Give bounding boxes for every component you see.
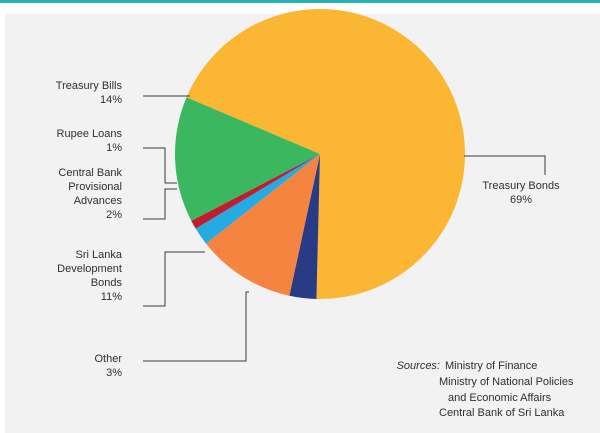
source-line: and Economic Affairs	[448, 392, 552, 404]
source-line: Central Bank of Sri Lanka	[439, 407, 565, 419]
slice-name-label: Treasury Bills	[56, 80, 123, 92]
leader-line-other	[143, 291, 249, 362]
sources-prefix: Sources:	[397, 360, 440, 372]
slice-value-label: 1%	[106, 142, 122, 154]
slice-label-treasury-bonds: Treasury Bonds 69%	[482, 180, 560, 206]
slice-value-label: 11%	[101, 291, 122, 303]
slice-name-label: Bonds	[91, 277, 123, 289]
source-line: Ministry of National Policies	[439, 376, 574, 388]
leader-lines	[143, 95, 546, 362]
slice-name-label: Treasury Bonds	[482, 180, 560, 192]
pie-slice-rupee-loans	[191, 154, 320, 229]
pie-slice-sri-lanka-development-bonds	[206, 154, 320, 296]
slice-label-sri-lanka-development-bonds: Sri Lanka Development Bonds 11%	[57, 249, 123, 303]
source-line: Ministry of Finance	[445, 360, 537, 372]
pie-slice-central-bank-provisional-advances	[195, 154, 320, 244]
slice-label-central-bank-provisional-advances: Central Bank Provisional Advances 2%	[58, 167, 122, 221]
slice-labels: Treasury Bonds 69% Other 3% Sri Lanka Develop…	[56, 80, 560, 379]
top-accent-rule	[0, 0, 600, 3]
pie-slice-other	[289, 154, 320, 299]
leader-line-central-bank-provisional-advances	[143, 188, 177, 220]
leader-line-sri-lanka-development-bonds	[143, 251, 205, 307]
leader-line-rupee-loans	[143, 147, 177, 184]
pie-slice-treasury-bills	[175, 97, 320, 221]
pie-slice-treasury-bonds	[186, 9, 466, 300]
slice-value-label: 2%	[106, 209, 122, 221]
slice-name-label: Central Bank	[58, 167, 122, 179]
slice-name-label: Rupee Loans	[57, 128, 123, 140]
slice-label-treasury-bills: Treasury Bills 14%	[56, 80, 123, 106]
slice-value-label: 69%	[510, 194, 532, 206]
slice-name-label: Other	[94, 353, 122, 365]
leader-line-treasury-bonds	[464, 155, 546, 175]
sources-note: Sources: Ministry of Finance Ministry of…	[397, 360, 574, 419]
slice-name-label: Development	[57, 263, 122, 275]
slice-name-label: Sri Lanka	[76, 249, 123, 261]
slice-name-label: Provisional	[68, 181, 122, 193]
slice-label-other: Other 3%	[94, 353, 122, 379]
slice-label-rupee-loans: Rupee Loans 1%	[57, 128, 123, 154]
slice-value-label: 14%	[100, 94, 122, 106]
slice-value-label: 3%	[106, 367, 122, 379]
pie-slices	[175, 9, 466, 300]
slice-name-label: Advances	[74, 195, 123, 207]
